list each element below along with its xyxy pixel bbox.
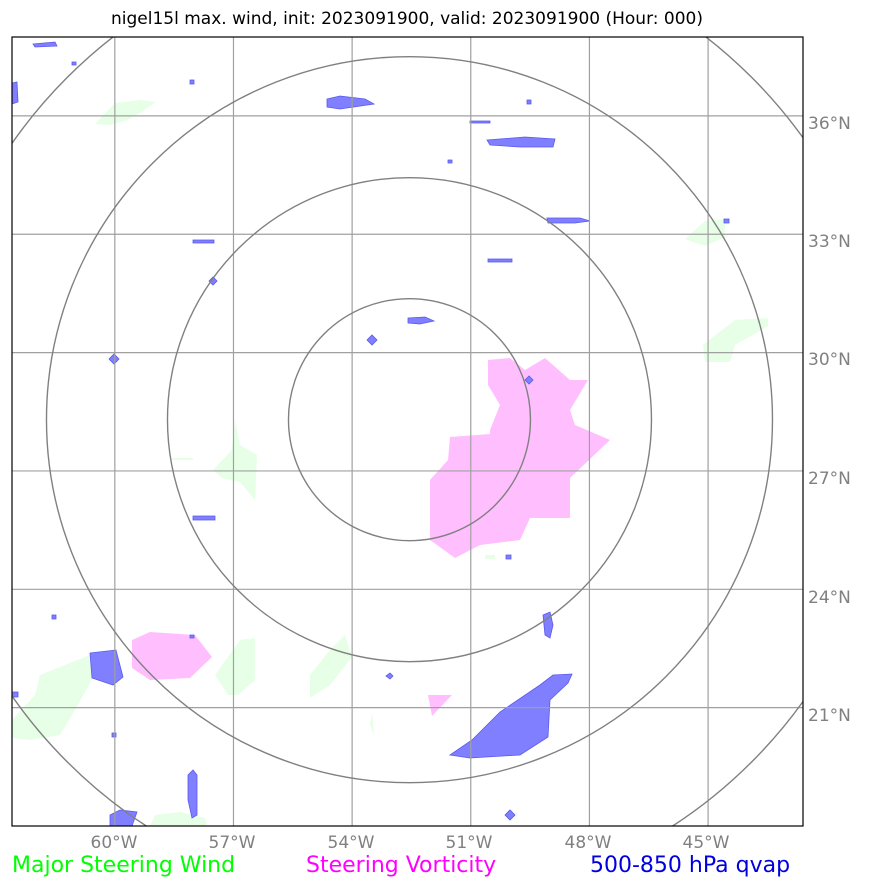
qvap-area [448, 673, 573, 759]
range-ring [287, 297, 532, 542]
wind-area [172, 458, 193, 460]
vorticity-area [132, 632, 212, 680]
graticule [12, 37, 803, 826]
qvap-area [524, 375, 534, 385]
qvap-area [505, 554, 512, 560]
qvap-area [192, 239, 215, 244]
lat-tick-label: 36°N [808, 114, 851, 134]
wind-area [703, 318, 768, 362]
qvap-area [469, 120, 491, 124]
qvap-area [89, 649, 124, 686]
qvap-area [504, 809, 516, 821]
lat-tick-label: 24°N [808, 588, 851, 608]
qvap-area [12, 691, 19, 698]
qvap-area [187, 769, 198, 819]
qvap-area [108, 353, 120, 365]
wind-area [485, 555, 495, 559]
lat-tick-labels: 36°N 33°N 30°N 27°N 24°N 21°N [808, 114, 851, 726]
qvap-area [385, 672, 394, 680]
qvap-area [326, 95, 376, 110]
qvap-area [487, 258, 513, 263]
qvap-area [192, 515, 216, 521]
legend-steering-wind: Major Steering Wind [12, 853, 236, 878]
lon-tick-label: 48°W [565, 833, 612, 853]
wind-area [215, 638, 255, 695]
qvap-area [51, 614, 57, 620]
wind-area [12, 655, 100, 740]
vorticity-area [428, 695, 452, 716]
lon-tick-label: 57°W [209, 833, 256, 853]
lat-tick-label: 30°N [808, 350, 851, 370]
wind-area [310, 635, 352, 698]
qvap-area [526, 99, 532, 105]
map-title: nigel15l max. wind, init: 2023091900, va… [111, 9, 703, 29]
qvap-areas [12, 41, 730, 826]
wind-area [150, 812, 207, 826]
lat-tick-label: 27°N [808, 469, 851, 489]
lon-tick-labels: 60°W 57°W 54°W 51°W 48°W 45°W [91, 833, 730, 853]
lat-tick-label: 21°N [808, 706, 851, 726]
qvap-area [189, 634, 195, 639]
wind-area [95, 100, 156, 125]
qvap-area [447, 159, 453, 164]
wind-area [685, 219, 725, 246]
qvap-area [486, 136, 556, 148]
lat-tick-label: 33°N [808, 232, 851, 252]
qvap-area [189, 79, 195, 85]
lon-tick-label: 51°W [446, 833, 493, 853]
legend-steering-vorticity: Steering Vorticity [306, 853, 497, 878]
qvap-area [109, 809, 138, 826]
qvap-area [546, 217, 591, 224]
map-frame [11, 36, 804, 827]
lon-tick-label: 60°W [91, 833, 138, 853]
qvap-area [208, 276, 218, 286]
qvap-area [723, 218, 730, 224]
steering-wind-areas [12, 100, 768, 826]
qvap-area [71, 61, 77, 66]
range-ring [45, 55, 774, 784]
qvap-area [366, 334, 378, 346]
steering-vorticity-areas [132, 358, 610, 716]
vorticity-area [430, 358, 610, 558]
wind-area [370, 712, 374, 735]
qvap-area [407, 316, 436, 325]
qvap-area [12, 81, 19, 105]
wind-area [213, 420, 257, 500]
range-ring [166, 176, 653, 663]
legend-qvap: 500-850 hPa qvap [590, 853, 791, 878]
qvap-area [32, 41, 58, 48]
lon-tick-label: 45°W [683, 833, 730, 853]
lon-tick-label: 54°W [328, 833, 375, 853]
qvap-area [542, 611, 554, 639]
